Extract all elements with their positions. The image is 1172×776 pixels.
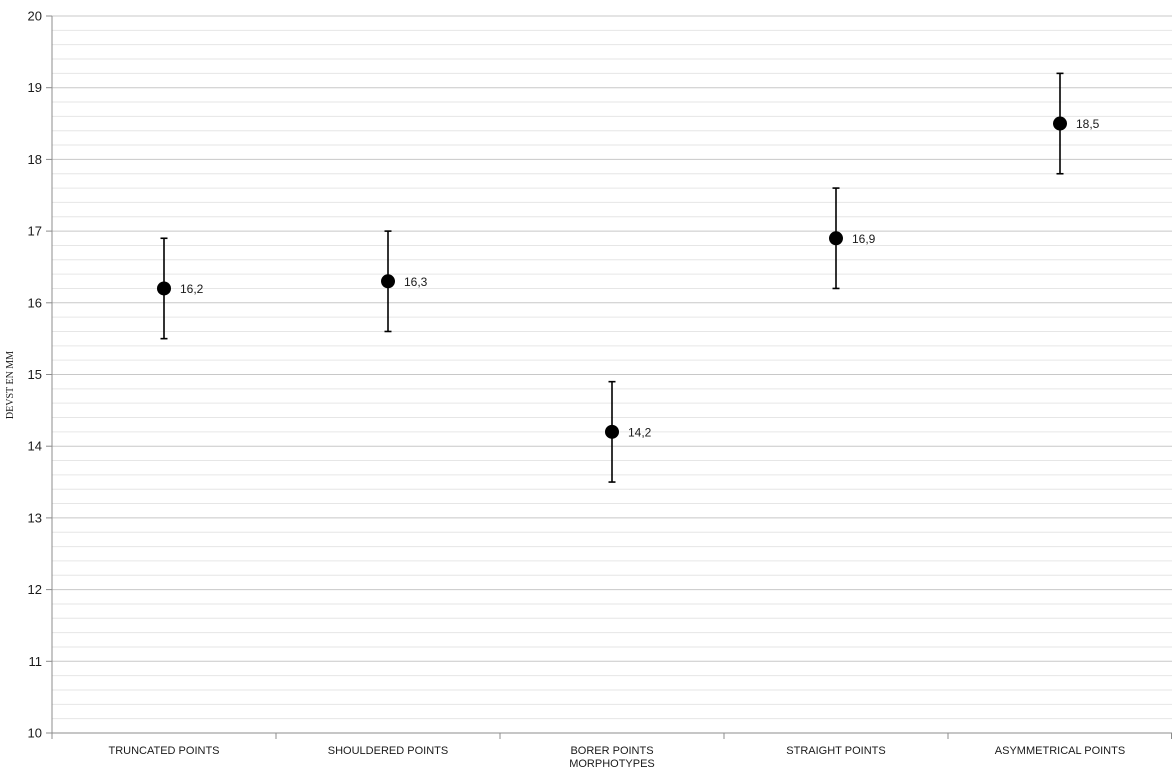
y-tick-label: 14 — [28, 439, 42, 454]
y-tick-label: 18 — [28, 152, 42, 167]
axes — [46, 15, 1172, 739]
y-tick-label: 11 — [29, 654, 43, 669]
data-label: 14,2 — [628, 425, 652, 439]
x-axis-title: MORPHOTYPES — [569, 758, 655, 770]
data-series: 16,2 16,3 14,2 16,9 18,5 — [157, 72, 1100, 483]
y-tick-label: 12 — [28, 582, 42, 597]
grid-lines — [52, 15, 1172, 720]
x-category-label: ASYMMETRICAL POINTS — [995, 745, 1125, 757]
x-category-labels: TRUNCATED POINTS SHOULDERED POINTS BORER P… — [108, 745, 1125, 770]
data-point — [157, 281, 171, 296]
data-point — [829, 231, 843, 246]
x-category-label: BORER POINTS — [570, 745, 653, 757]
data-label: 16,3 — [404, 275, 428, 289]
y-tick-labels: 10 11 12 13 14 15 16 17 18 19 20 — [28, 9, 42, 741]
data-point — [1053, 116, 1067, 131]
y-axis-title: DEVST EN MM — [5, 351, 16, 419]
y-tick-label: 10 — [28, 726, 42, 741]
y-tick-label: 17 — [28, 224, 42, 239]
data-label: 16,2 — [180, 282, 204, 296]
data-label: 16,9 — [852, 232, 876, 246]
y-tick-label: 15 — [28, 367, 42, 382]
y-tick-label: 20 — [28, 9, 42, 24]
y-tick-label: 19 — [28, 80, 42, 95]
data-point — [381, 274, 395, 289]
x-category-label: STRAIGHT POINTS — [786, 745, 885, 757]
data-point — [605, 424, 619, 439]
x-category-label: TRUNCATED POINTS — [108, 745, 219, 757]
x-category-label: SHOULDERED POINTS — [328, 745, 448, 757]
y-tick-label: 16 — [28, 295, 42, 310]
data-label: 18,5 — [1076, 117, 1100, 131]
y-tick-label: 13 — [28, 510, 42, 525]
